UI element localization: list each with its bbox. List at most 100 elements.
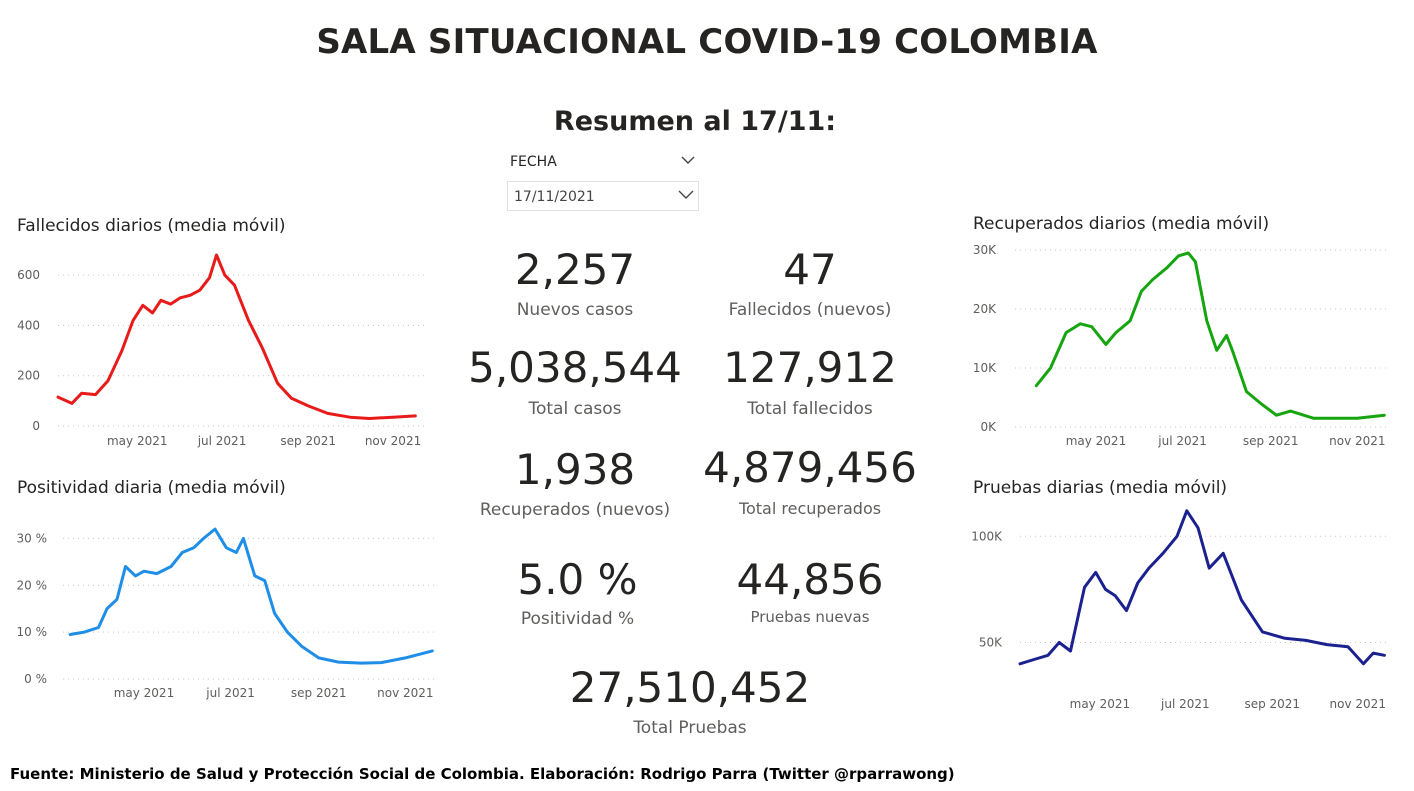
data-point	[1346, 645, 1350, 648]
data-point	[1275, 414, 1278, 417]
data-point	[235, 551, 238, 554]
data-point	[1161, 552, 1165, 555]
data-point	[1018, 662, 1022, 665]
data-point	[1283, 637, 1287, 640]
series-line	[56, 253, 417, 420]
data-point	[1090, 325, 1093, 328]
data-point	[1289, 409, 1292, 413]
data-point	[56, 395, 60, 399]
data-point	[1094, 571, 1097, 574]
date-dropdown[interactable]	[507, 181, 699, 211]
data-point	[1356, 416, 1359, 420]
data-point	[1032, 658, 1036, 661]
data-point	[1259, 402, 1262, 405]
data-point	[273, 612, 276, 615]
data-point	[1222, 552, 1225, 555]
x-tick-label: nov 2021	[377, 686, 433, 700]
data-point	[142, 570, 146, 573]
data-point	[1147, 566, 1151, 570]
data-point	[1185, 509, 1188, 512]
data-point	[131, 319, 135, 322]
kpi-total-pruebas-value: 27,510,452	[569, 663, 811, 712]
data-point	[115, 598, 119, 601]
data-point	[404, 656, 407, 660]
data-point	[1079, 322, 1082, 325]
data-point	[286, 630, 289, 634]
x-tick-label: may 2021	[107, 434, 168, 448]
data-point	[159, 299, 163, 302]
data-point	[70, 402, 74, 405]
data-point	[1165, 266, 1169, 269]
data-point	[317, 656, 320, 660]
data-point	[253, 574, 256, 578]
kpi-total-recuperados-value: 4,879,456	[703, 443, 917, 492]
data-point	[120, 349, 124, 352]
data-point	[1114, 594, 1117, 597]
data-point	[213, 527, 217, 531]
y-tick-label: 10K	[973, 361, 997, 375]
chevron-down-icon[interactable]	[677, 186, 695, 206]
data-point	[1058, 641, 1061, 644]
data-point	[155, 572, 158, 575]
data-point	[198, 289, 201, 292]
data-point	[1140, 290, 1143, 293]
y-tick-label: 50K	[979, 636, 1003, 650]
data-point	[368, 417, 371, 420]
x-tick-label: jul 2021	[197, 434, 247, 448]
data-point	[223, 273, 227, 277]
kpi-total-fallecidos-value: 127,912	[723, 343, 897, 392]
data-point	[1035, 384, 1038, 387]
data-point	[215, 253, 218, 257]
fallecidos-line-chart: 0 200 400 600 may 2021 jul 2021 sep 2021 nov 20…	[17, 253, 425, 448]
data-point	[348, 416, 352, 419]
data-point	[1083, 586, 1086, 589]
y-tick-label: 0	[32, 419, 40, 433]
x-tick-label: nov 2021	[1329, 434, 1385, 448]
kpi-total-fallecidos-label: Total fallecidos	[747, 399, 873, 419]
data-point	[1128, 319, 1132, 322]
kpi-nuevos-casos-label: Nuevos casos	[516, 300, 634, 320]
kpi-total-casos-value: 5,038,544	[468, 343, 682, 392]
data-point	[106, 379, 110, 382]
data-point	[94, 393, 97, 396]
x-tick-label: may 2021	[114, 686, 175, 700]
kpi-positividad-label: Positividad %	[520, 609, 635, 629]
data-point	[233, 284, 236, 287]
kpi-recuperados-nuevos-value: 1,938	[514, 445, 636, 494]
x-tick-label: sep 2021	[291, 686, 347, 700]
dashboard-title: SALA SITUACIONAL COVID-19 COLOMBIA	[316, 22, 1098, 62]
data-point	[1312, 416, 1315, 420]
data-point	[1215, 349, 1218, 352]
x-tick-label: sep 2021	[280, 434, 336, 448]
y-tick-label: 30 %	[17, 531, 48, 545]
x-tick-label: jul 2021	[205, 686, 255, 700]
y-tick-label: 100K	[971, 529, 1003, 543]
data-point	[1205, 319, 1208, 322]
y-tick-label: 600	[17, 268, 40, 282]
x-tick-label: sep 2021	[1244, 697, 1300, 711]
data-point	[68, 633, 72, 636]
data-point	[1125, 609, 1128, 612]
kpi-pruebas-nuevas-label: Pruebas nuevas	[750, 608, 870, 626]
recuperados-line-chart: 0K 10K 20K 30K may 2021 jul 2021 sep 2021 nov 2…	[973, 243, 1390, 448]
data-point	[1371, 651, 1375, 655]
series-line	[68, 527, 434, 665]
data-point	[1114, 331, 1118, 334]
kpi-total-recuperados-label: Total recuperados	[738, 499, 882, 518]
data-point	[1136, 581, 1139, 585]
data-point	[179, 296, 182, 299]
kpi-fallecidos-nuevos-label: Fallecidos (nuevos)	[728, 300, 892, 320]
x-tick-label: may 2021	[1070, 697, 1131, 711]
data-point	[276, 382, 279, 385]
data-point	[181, 551, 184, 554]
data-point	[1225, 334, 1228, 337]
data-point	[1194, 260, 1197, 263]
x-tick-label: may 2021	[1066, 434, 1127, 448]
data-point	[1175, 535, 1179, 538]
series-line	[1018, 509, 1386, 666]
data-point	[1261, 630, 1264, 634]
chevron-down-icon[interactable]	[680, 152, 696, 172]
source-footer: Fuente: Ministerio de Salud y Protección…	[10, 765, 955, 783]
data-point	[1069, 649, 1072, 653]
y-tick-label: 20 %	[17, 578, 48, 592]
